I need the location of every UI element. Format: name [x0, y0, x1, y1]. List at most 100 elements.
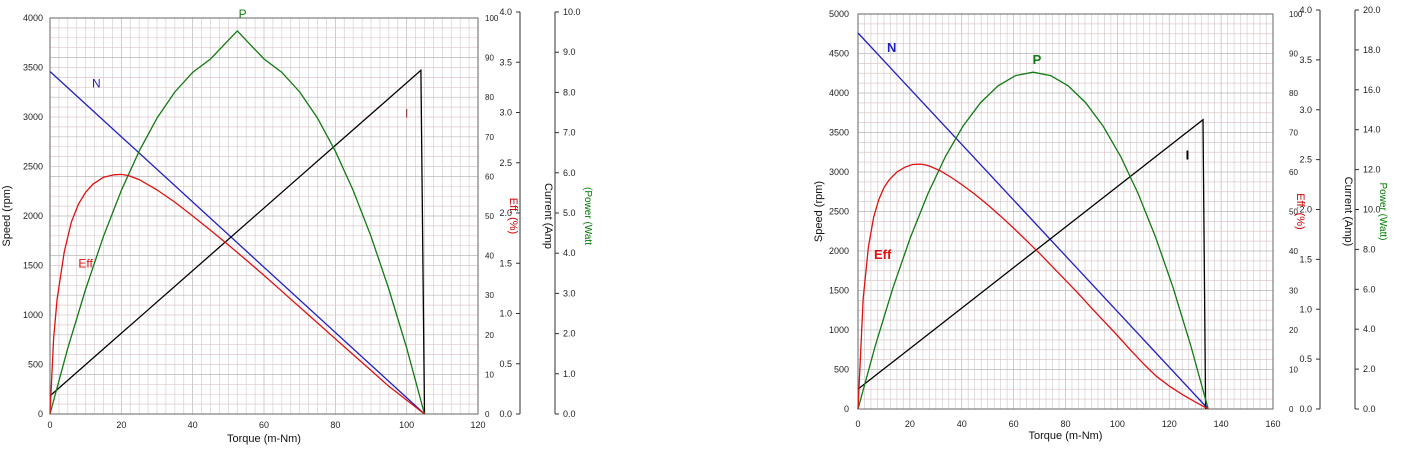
x-tick-label: 120: [470, 420, 485, 430]
current-tick-label: 2.5: [1299, 155, 1312, 165]
curve-label-p: P: [1033, 52, 1042, 67]
current-tick-label: 0.0: [499, 409, 512, 419]
x-tick-label: 80: [330, 420, 340, 430]
speed-tick-label: 1500: [829, 286, 849, 296]
current-tick-label: 3.5: [1299, 55, 1312, 65]
power-tick-label: 9.0: [563, 47, 576, 57]
current-tick-label: 3.5: [499, 57, 512, 67]
speed-tick-label: 5000: [829, 9, 849, 19]
speed-tick-label: 2000: [23, 211, 43, 221]
power-axis-title: Power (Watt): [1377, 183, 1388, 241]
speed-tick-label: 3000: [23, 112, 43, 122]
eff-tick-label: 50: [485, 212, 494, 221]
eff-tick-label: 40: [485, 252, 494, 261]
current-tick-label: 1.0: [1299, 304, 1312, 314]
series-line-i: [49, 68, 426, 415]
power-tick-label: 1.0: [563, 369, 576, 379]
x-tick-label: 60: [259, 420, 269, 430]
speed-tick-label: 0: [38, 409, 43, 419]
speed-tick-label: 2500: [829, 207, 849, 217]
x-tick-label: 0: [855, 419, 860, 429]
power-tick-label: 4.0: [563, 248, 576, 258]
x-tick-label: 140: [1214, 419, 1229, 429]
plot-frame: [49, 17, 479, 415]
series-line-n: [49, 71, 425, 415]
eff-tick-label: 10: [1289, 366, 1298, 375]
current-tick-label: 1.5: [499, 258, 512, 268]
curve-label-i: I: [405, 107, 408, 121]
eff-tick-label: 20: [485, 331, 494, 340]
power-tick-label: 16.0: [1363, 85, 1381, 95]
x-tick-label: 60: [1009, 419, 1019, 429]
grid: [49, 17, 479, 415]
power-tick-label: 7.0: [563, 128, 576, 138]
x-tick-label: 100: [399, 420, 414, 430]
x-tick-label: 120: [1162, 419, 1177, 429]
speed-tick-label: 2000: [829, 246, 849, 256]
speed-axis-title: Speed (rpm): [813, 181, 825, 242]
power-tick-label: 10.0: [563, 7, 581, 17]
power-tick-label: 10.0: [1363, 205, 1381, 215]
power-tick-label: 12.0: [1363, 165, 1381, 175]
eff-tick-label: 100: [1289, 10, 1303, 19]
speed-tick-label: 1500: [23, 261, 43, 271]
speed-tick-label: 3000: [829, 167, 849, 177]
current-tick-label: 3.0: [499, 108, 512, 118]
curve-label-n: N: [887, 40, 896, 55]
eff-tick-label: 70: [1289, 129, 1298, 138]
power-tick-label: 2.0: [563, 329, 576, 339]
speed-tick-label: 3500: [23, 63, 43, 73]
power-tick-label: 6.0: [1363, 284, 1376, 294]
current-tick-label: 0.5: [1299, 354, 1312, 364]
current-axis-title: Current (Amp): [1342, 177, 1354, 247]
series-line-eff: [49, 173, 425, 415]
power-tick-label: 5.0: [563, 208, 576, 218]
current-tick-label: 1.5: [1299, 254, 1312, 264]
current-axis-title: Current (Amp: [542, 183, 554, 249]
speed-tick-label: 4000: [829, 88, 849, 98]
power-tick-label: 2.0: [1363, 364, 1376, 374]
plot-frame: [857, 13, 1274, 410]
speed-tick-label: 2500: [23, 162, 43, 172]
current-tick-label: 4.0: [499, 7, 512, 17]
speed-tick-label: 0: [844, 404, 849, 414]
eff-tick-label: 80: [485, 93, 494, 102]
current-tick-label: 2.0: [499, 208, 512, 218]
speed-tick-label: 4500: [829, 49, 849, 59]
series-line-p: [857, 71, 1209, 410]
power-tick-label: 8.0: [1363, 244, 1376, 254]
speed-tick-label: 1000: [829, 325, 849, 335]
eff-tick-label: 100: [485, 14, 499, 23]
series-line-i: [857, 118, 1207, 410]
current-tick-label: 1.0: [499, 309, 512, 319]
speed-tick-label: 3500: [829, 128, 849, 138]
eff-tick-label: 90: [1289, 50, 1298, 59]
power-tick-label: 20.0: [1363, 5, 1381, 15]
x-tick-label: 160: [1265, 419, 1280, 429]
speed-tick-label: 1000: [23, 310, 43, 320]
current-tick-label: 3.0: [1299, 105, 1312, 115]
power-tick-label: 0.0: [1363, 404, 1376, 414]
current-tick-label: 0.5: [499, 359, 512, 369]
x-tick-label: 80: [1060, 419, 1070, 429]
curve-label-eff: Eff: [78, 256, 93, 270]
eff-tick-label: 10: [485, 370, 494, 379]
current-tick-label: 0.0: [1299, 404, 1312, 414]
current-tick-label: 4.0: [1299, 5, 1312, 15]
x-tick-label: 100: [1110, 419, 1125, 429]
eff-tick-label: 40: [1289, 247, 1298, 256]
eff-tick-label: 90: [485, 54, 494, 63]
x-axis-title: Torque (m-Nm): [1029, 430, 1103, 442]
power-axis-title: (Power (Watt: [582, 187, 593, 245]
curve-label-i: I: [1186, 148, 1190, 163]
x-tick-label: 0: [47, 420, 52, 430]
eff-tick-label: 0: [485, 410, 490, 419]
curve-label-eff: Eff: [874, 247, 892, 262]
series-line-p: [49, 29, 426, 415]
curve-label-n: N: [92, 76, 101, 90]
power-tick-label: 4.0: [1363, 324, 1376, 334]
x-tick-label: 40: [957, 419, 967, 429]
